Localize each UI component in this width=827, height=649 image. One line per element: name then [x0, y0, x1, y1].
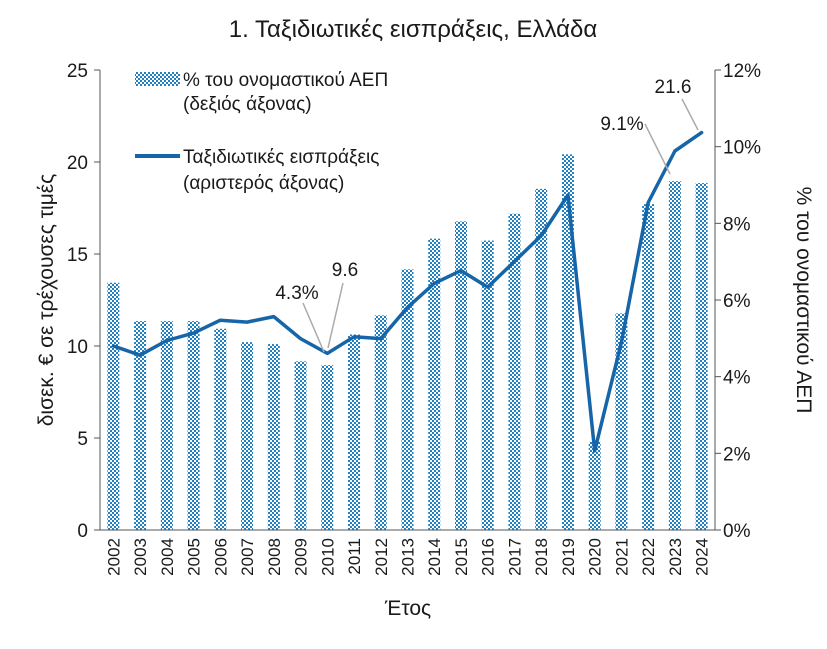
annotation-4-3-leader [302, 302, 325, 353]
x-tick-label: 2006 [211, 538, 230, 576]
left-axis-ticks: 0 5 10 15 20 25 [67, 61, 100, 542]
x-tick-label: 2016 [479, 538, 498, 576]
bar-2002 [107, 282, 120, 530]
x-tick-label: 2019 [559, 538, 578, 576]
x-tick-label: 2015 [452, 538, 471, 576]
x-tick-label: 2009 [292, 538, 311, 576]
left-tick-label: 20 [67, 153, 88, 174]
annotation-9-6-leader [327, 282, 344, 349]
x-tick-label: 2007 [238, 538, 257, 576]
line-series [111, 130, 704, 453]
bar-2010 [321, 365, 334, 530]
bar-2018 [535, 188, 548, 531]
bar-2012 [374, 315, 387, 530]
bar-2023 [668, 181, 681, 530]
legend-bar-label-line1: % του ονομαστικού ΑΕΠ [183, 70, 388, 91]
bar-2019 [561, 154, 574, 531]
x-tick-label: 2024 [693, 538, 712, 576]
left-tick-label: 5 [77, 429, 88, 450]
bar-2020 [588, 441, 601, 530]
left-tick-label: 15 [67, 245, 88, 266]
x-tick-label: 2013 [399, 538, 418, 576]
bar-2022 [642, 204, 655, 530]
bar-2006 [214, 328, 227, 530]
chart-title: 1. Ταξιδιωτικές εισπράξεις, Ελλάδα [229, 16, 598, 43]
x-tick-label: 2023 [666, 538, 685, 576]
left-tick-label: 10 [67, 337, 88, 358]
bar-2007 [241, 342, 254, 530]
annotation-9-6: 9.6 [332, 260, 358, 281]
left-tick-label: 25 [67, 61, 88, 82]
x-tick-label: 2011 [345, 538, 364, 575]
bar-2008 [267, 344, 280, 530]
bar-2011 [348, 334, 361, 530]
annotation-9-1-percent: 9.1% [600, 114, 643, 135]
right-tick-label: 2% [723, 444, 751, 465]
x-tick-label: 2008 [265, 538, 284, 576]
bar-2013 [401, 269, 414, 530]
annotations: 4.3% 9.6 9.1% 21.6 [275, 77, 699, 353]
annotation-9-1-leader [644, 123, 671, 175]
right-tick-label: 6% [723, 291, 751, 312]
x-tick-label: 2002 [104, 538, 123, 576]
legend-bar-label-line2: (δεξιός άξονας) [183, 94, 312, 115]
right-tick-label: 8% [723, 214, 751, 235]
x-tick-label: 2012 [372, 538, 391, 576]
x-tick-label: 2020 [586, 538, 605, 576]
left-tick-label: 0 [77, 521, 88, 542]
x-axis-label: Έτος [384, 597, 431, 620]
x-tick-label: 2021 [612, 538, 631, 576]
x-tick-label: 2005 [185, 538, 204, 576]
legend-line-label-line1: Ταξιδιωτικές εισπράξεις [183, 147, 379, 168]
y-axis-left-label: δισεκ. € σε τρέχουσες τιμές [35, 174, 58, 427]
right-axis-ticks: 0% 2% 4% 6% 8% 10% 12% [715, 61, 761, 542]
bar-2003 [134, 321, 147, 530]
annotation-21-6-leader [681, 98, 699, 131]
right-tick-label: 12% [723, 61, 761, 82]
y-axis-right-label: % του ονομαστικού ΑΕΠ [792, 187, 815, 414]
x-tick-label: 2022 [639, 538, 658, 576]
x-tick-label: 2014 [425, 538, 444, 576]
bar-2021 [615, 313, 628, 530]
right-tick-label: 0% [723, 521, 751, 542]
bar-2014 [428, 238, 441, 530]
bar-2004 [160, 321, 173, 530]
x-tick-label: 2017 [506, 538, 525, 576]
x-axis-ticks: 2002 2003 2004 2005 2006 2007 2008 2009 2010 2011… [104, 538, 711, 576]
bar-2005 [187, 321, 200, 530]
bar-2024 [695, 183, 708, 531]
legend-bar-swatch [135, 72, 180, 86]
bar-series [107, 154, 708, 531]
x-tick-label: 2004 [158, 538, 177, 576]
bar-2009 [294, 361, 307, 530]
right-tick-label: 10% [723, 138, 761, 159]
annotation-4-3-percent: 4.3% [275, 283, 318, 304]
bar-2017 [508, 213, 521, 530]
x-tick-label: 2010 [318, 538, 337, 576]
x-tick-label: 2003 [131, 538, 150, 576]
legend: % του ονομαστικού ΑΕΠ (δεξιός άξονας) Τα… [135, 70, 388, 194]
right-tick-label: 4% [723, 368, 751, 389]
x-tick-label: 2018 [532, 538, 551, 576]
legend-line-label-line2: (αριστερός άξονας) [183, 173, 344, 194]
bar-2016 [481, 240, 494, 531]
line-travel-receipts [111, 130, 704, 453]
annotation-21-6: 21.6 [655, 77, 692, 98]
bar-2015 [454, 221, 467, 530]
